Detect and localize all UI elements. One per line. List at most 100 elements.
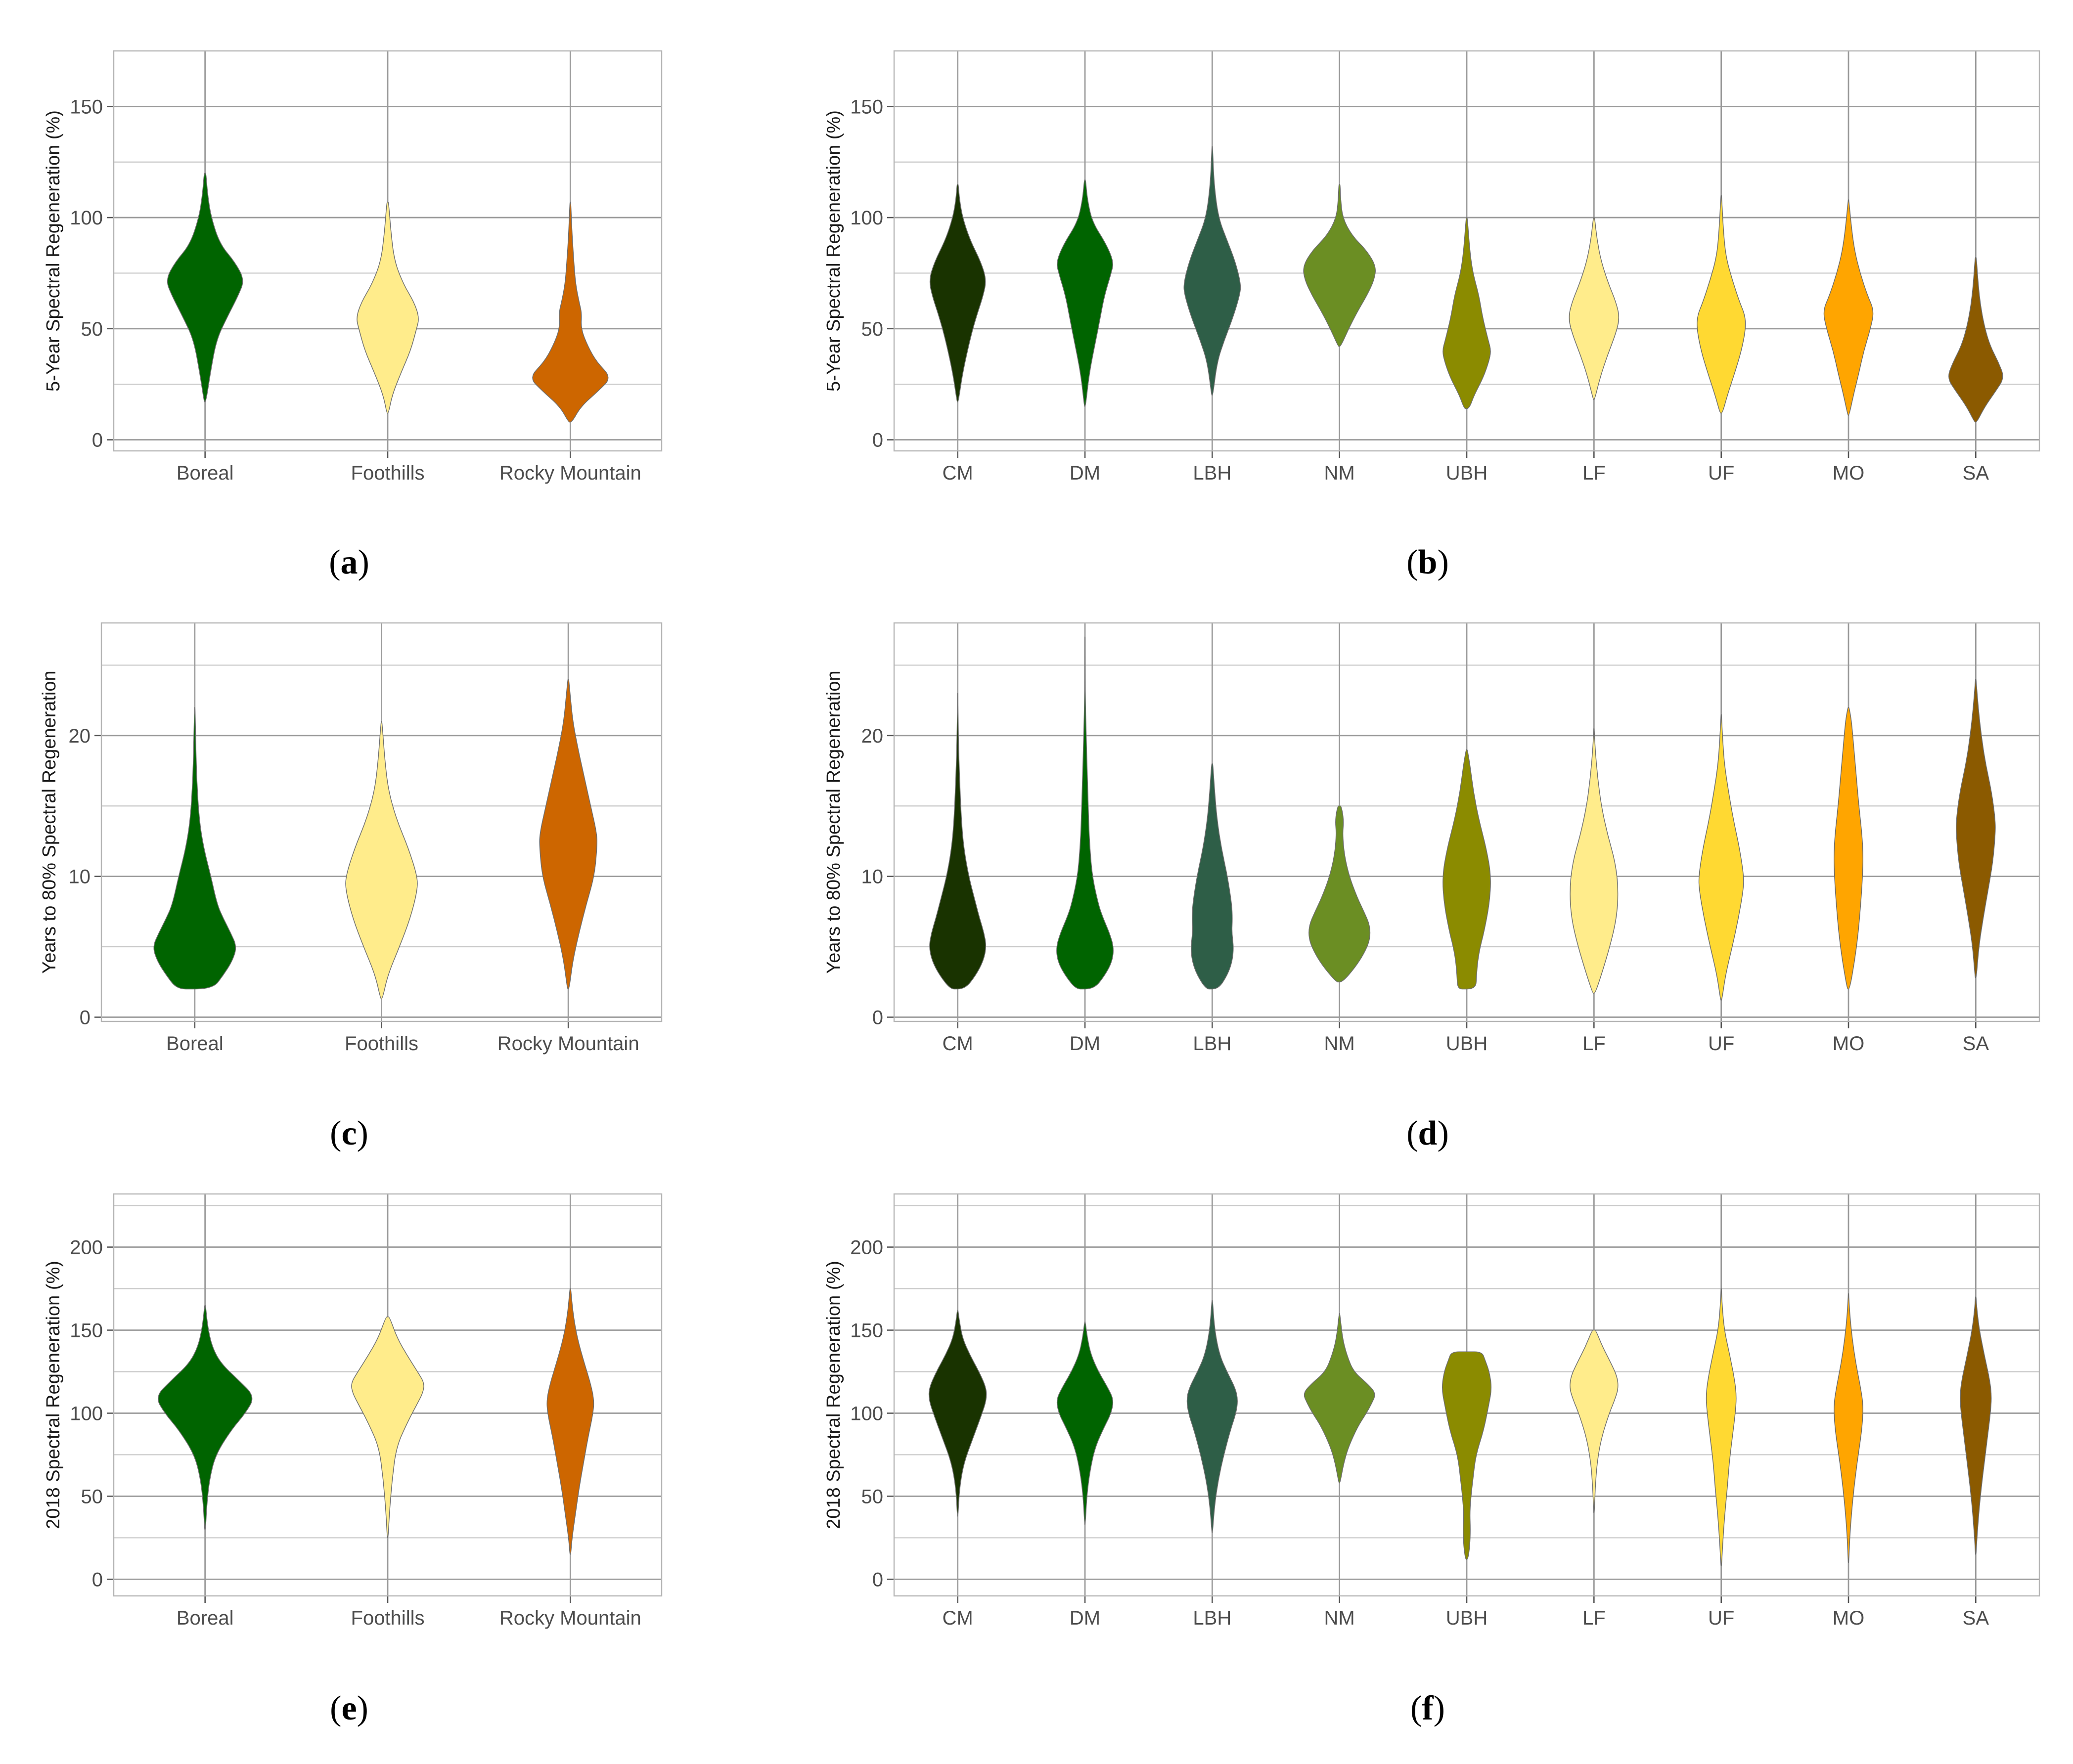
y-tick-label: 0 [92,430,103,451]
x-tick-label: NM [1324,1033,1355,1055]
violin-rocky-mountain [532,201,609,423]
x-tick-label: UF [1708,1607,1734,1629]
panel-border [893,1193,2040,1597]
panel-b: 0 50 100 150 CM DM LBH NM UBH LF UF MO SA 5-Year Spec… [823,50,2040,581]
x-tick-label: Foothills [351,1607,425,1629]
y-tick-label: 50 [861,1486,884,1507]
x-tick-label: UF [1708,1033,1734,1055]
x-tick-label: Boreal [166,1033,224,1055]
violin-boreal [153,707,236,990]
violin-uf [1697,195,1746,414]
violin-sa [1956,679,1996,978]
y-tick-label: 50 [81,1486,103,1507]
violin-mo [1834,1293,1863,1563]
y-axis-title: 2018 Spectral Regeneration (%) [823,1261,844,1529]
violin-ubh [1442,217,1491,409]
y-tick-label: 10 [861,866,884,888]
y-tick-label: 20 [69,725,91,747]
violin-lf [1569,217,1620,400]
y-tick-label: 100 [850,207,883,229]
x-tick-label: UBH [1446,1607,1487,1629]
x-tick-label: LF [1582,1033,1606,1055]
panel-label: (d) [1406,1114,1449,1152]
violin-cm [929,183,986,402]
violin-mo [1834,707,1863,990]
violin-lbh [1186,1300,1238,1534]
y-tick-label: 0 [872,1007,883,1028]
panel-border [113,1193,663,1597]
violin-dm [1056,1321,1114,1525]
x-tick-label: Boreal [177,462,234,484]
violin-nm [1308,805,1371,983]
violin-dm [1056,636,1114,990]
panel-label: (a) [329,543,369,581]
y-tick-label: 200 [850,1237,883,1259]
violin-lbh [1183,146,1241,396]
violin-mo [1823,199,1874,416]
violin-foothills [357,201,419,414]
x-tick-label: LF [1582,1607,1606,1629]
violin-foothills [345,721,418,1000]
x-tick-label: MO [1833,1607,1864,1629]
panel-label: (c) [330,1114,368,1152]
x-tick-label: NM [1324,462,1355,484]
y-axis-title: Years to 80% Spectral Regeneration [823,670,844,973]
violin-sa [1960,1296,1992,1555]
violin-nm [1304,1313,1375,1484]
y-tick-label: 200 [70,1237,103,1259]
x-tick-label: CM [943,1033,973,1055]
violin-uf [1706,1288,1737,1567]
y-tick-label: 10 [69,866,91,888]
violin-rocky-mountain [546,1288,594,1555]
x-tick-label: CM [943,462,973,484]
panel-d: 0 10 20 CM DM LBH NM UBH LF UF MO SA Years to 80% Sp… [823,622,2040,1152]
y-tick-label: 100 [70,207,103,229]
panel-border [100,622,663,1022]
y-tick-label: 50 [81,318,103,340]
x-tick-label: LBH [1193,1607,1231,1629]
violin-nm [1303,183,1376,347]
violin-foothills [351,1316,424,1539]
y-tick-label: 0 [80,1007,90,1028]
violin-lf [1570,728,1619,994]
x-tick-label: DM [1070,1033,1100,1055]
x-tick-label: LBH [1193,1033,1231,1055]
panel-border [113,50,663,452]
x-tick-label: Foothills [345,1033,418,1055]
violin-rocky-mountain [539,679,597,990]
violin-dm [1057,179,1113,407]
y-tick-label: 0 [872,430,883,451]
y-axis-title: 5-Year Spectral Regeneration (%) [43,110,64,392]
x-tick-label: UBH [1446,462,1487,484]
x-tick-label: NM [1324,1607,1355,1629]
panel-label: (b) [1406,543,1449,581]
panel-c: 0 10 20 Boreal Foothills Rocky Mountain Years … [39,622,663,1152]
panel-label: (e) [330,1689,368,1727]
panel-label: (f) [1410,1689,1445,1727]
x-tick-label: LF [1582,462,1606,484]
x-tick-label: MO [1833,1033,1864,1055]
x-tick-label: Rocky Mountain [497,1033,639,1055]
x-tick-label: SA [1963,1607,1989,1629]
violin-boreal [158,1305,253,1530]
panel-border [893,622,2040,1022]
y-axis-title: 2018 Spectral Regeneration (%) [43,1261,64,1529]
violin-uf [1698,714,1744,1001]
y-axis-title: 5-Year Spectral Regeneration (%) [823,110,844,392]
y-tick-label: 150 [70,96,103,118]
y-tick-label: 20 [861,725,884,747]
y-tick-label: 100 [70,1403,103,1424]
y-tick-label: 150 [70,1320,103,1341]
violin-boreal [167,173,243,402]
violin-cm [928,1310,987,1517]
x-tick-label: Rocky Mountain [499,1607,641,1629]
x-tick-label: MO [1833,462,1864,484]
x-tick-label: LBH [1193,462,1231,484]
y-tick-label: 150 [850,96,883,118]
panel-border [893,50,2040,452]
violin-cm [929,693,987,990]
x-tick-label: SA [1963,462,1989,484]
panel-f: 0 50 100 150 200 CM DM LBH NM UBH LF UF MO SA 2018 Spe… [823,1193,2040,1727]
y-tick-label: 50 [861,318,884,340]
